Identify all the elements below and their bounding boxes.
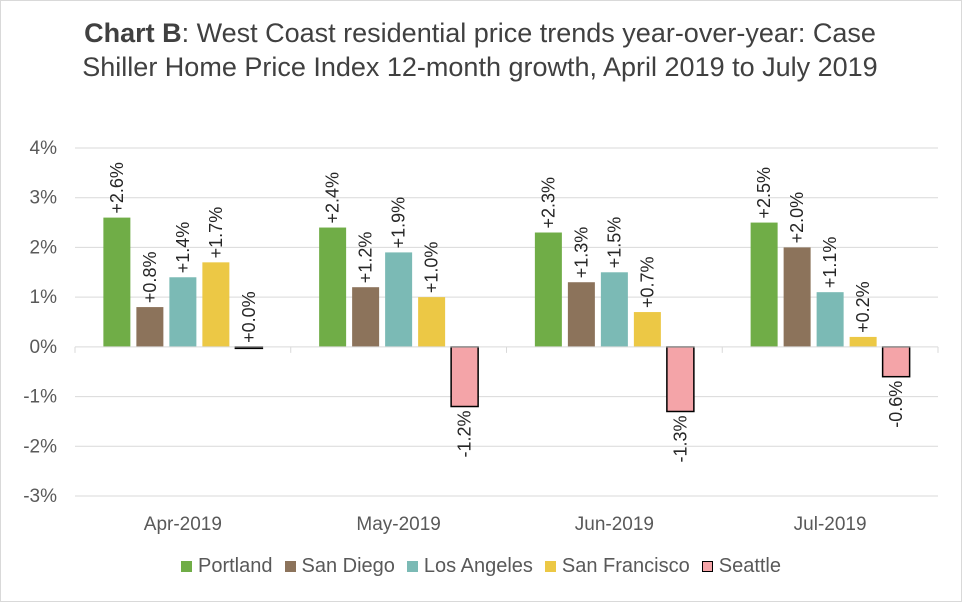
chart-title-bold: Chart B — [84, 18, 182, 48]
legend-swatch — [406, 561, 418, 572]
y-tick-label: -1% — [23, 387, 57, 408]
data-label: -1.2% — [455, 411, 475, 458]
bar-san-diego — [783, 247, 811, 347]
bar-seattle — [666, 346, 695, 413]
category-label: Jul-2019 — [794, 514, 867, 535]
data-label: +0.8% — [140, 252, 160, 304]
y-tick-label: 4% — [30, 138, 58, 159]
legend-swatch — [544, 561, 556, 572]
y-tick-label: -3% — [23, 486, 57, 507]
bar-portland — [534, 232, 562, 347]
legend-label: Portland — [198, 555, 273, 577]
data-label: +1.4% — [173, 222, 193, 274]
legend-swatch — [284, 561, 296, 572]
y-axis-ticks: 4% 3% 2% 1% 0% -1% -2% -3% — [23, 138, 57, 507]
legend-item: Seattle — [701, 555, 781, 578]
bar-san-francisco — [202, 262, 230, 347]
data-label: +1.1% — [820, 237, 840, 289]
bars — [103, 217, 911, 413]
bar-seattle — [450, 346, 479, 408]
bar-san-diego — [567, 282, 595, 347]
legend-label: San Francisco — [561, 555, 690, 577]
bar-los-angeles — [816, 292, 844, 347]
data-labels: +2.6% +0.8% +1.4% +1.7% +0.0% +2.4% +1.2% +1.9%… — [107, 162, 906, 462]
data-label: +1.9% — [389, 197, 409, 249]
legend-item: Los Angeles — [406, 555, 533, 578]
data-label: +2.0% — [787, 192, 807, 244]
data-label: +1.7% — [206, 207, 226, 259]
x-axis-categories: Apr-2019 May-2019 Jun-2019 Jul-2019 — [144, 514, 867, 535]
category-label: May-2019 — [356, 514, 441, 535]
legend-item: San Francisco — [544, 555, 690, 578]
legend-label: San Diego — [301, 555, 395, 577]
bar-seattle — [881, 346, 911, 378]
data-label: -1.3% — [670, 415, 690, 462]
data-label: +1.2% — [356, 232, 376, 284]
bar-san-francisco — [418, 297, 446, 347]
data-label: -0.6% — [886, 381, 906, 428]
data-label: +1.5% — [604, 217, 624, 269]
chart-title: Chart B: West Coast residential price tr… — [80, 16, 880, 84]
y-tick-label: 2% — [30, 237, 58, 258]
data-label: +1.0% — [422, 242, 442, 294]
bar-los-angeles — [169, 277, 197, 347]
data-label: +1.3% — [571, 227, 591, 279]
bar-san-francisco — [633, 312, 661, 347]
legend-item: Portland — [181, 555, 273, 578]
bar-los-angeles — [385, 252, 413, 347]
data-label: +2.6% — [107, 162, 127, 214]
y-tick-label: -2% — [23, 436, 57, 457]
legend-item: San Diego — [284, 555, 395, 578]
category-label: Jun-2019 — [575, 514, 654, 535]
legend-label: Los Angeles — [423, 555, 533, 577]
category-label: Apr-2019 — [144, 514, 222, 535]
bar-portland — [103, 217, 131, 347]
legend-label: Seattle — [718, 555, 781, 577]
bar-san-diego — [352, 287, 380, 347]
bar-portland — [319, 227, 347, 347]
y-tick-label: 3% — [30, 188, 58, 209]
bar-los-angeles — [600, 272, 628, 347]
bar-portland — [750, 222, 778, 347]
data-label: +2.3% — [538, 177, 558, 229]
data-label: +0.0% — [239, 291, 259, 343]
y-tick-label: 1% — [30, 287, 58, 308]
chart-title-rest: : West Coast residential price trends ye… — [82, 18, 878, 82]
data-label: +0.7% — [637, 257, 657, 309]
legend-swatch — [181, 561, 192, 572]
data-label: +2.5% — [754, 167, 774, 219]
legend-swatch — [701, 561, 713, 572]
zero-axis — [74, 346, 939, 353]
bar-san-francisco — [849, 336, 877, 347]
bar-san-diego — [136, 307, 164, 347]
y-tick-label: 0% — [30, 337, 58, 358]
data-label: +2.4% — [323, 172, 343, 224]
data-label: +0.2% — [853, 281, 873, 333]
legend: Portland San Diego Los Angeles San Francisc… — [0, 555, 962, 578]
